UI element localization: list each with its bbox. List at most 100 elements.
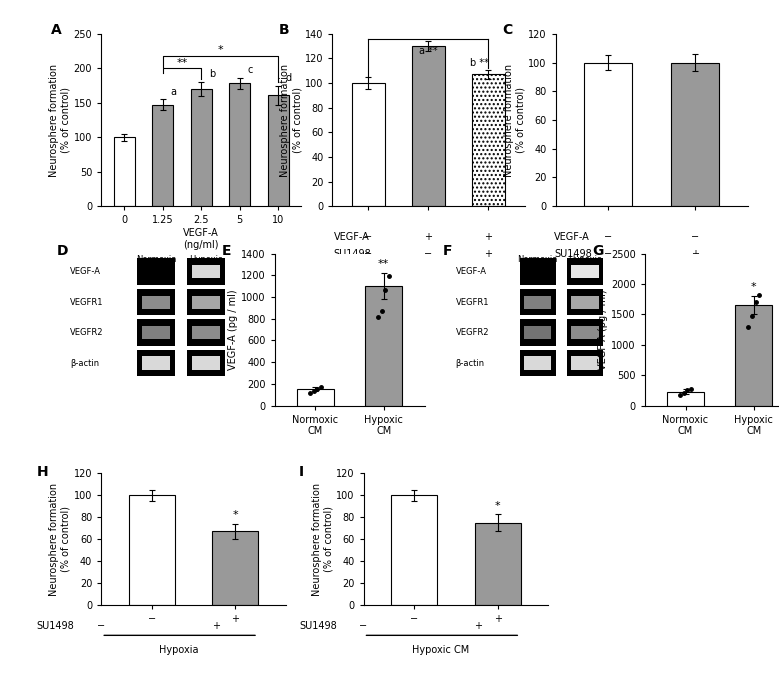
Text: VEGF-A: VEGF-A	[333, 232, 369, 242]
Text: *: *	[233, 510, 238, 521]
Bar	[735, 306, 773, 406]
Text: E: E	[222, 245, 231, 258]
Bar	[192, 326, 220, 339]
Text: VEGF-A: VEGF-A	[554, 232, 590, 242]
Text: β-actin: β-actin	[70, 358, 99, 368]
Text: SU1498: SU1498	[37, 621, 75, 631]
Text: −: −	[425, 249, 432, 260]
Text: +: +	[212, 621, 220, 631]
Bar	[520, 289, 556, 316]
Bar	[365, 286, 403, 406]
Text: Hypoxia: Hypoxia	[189, 255, 223, 264]
Bar	[152, 105, 174, 206]
Text: β-actin: β-actin	[456, 358, 485, 368]
Text: *: *	[751, 283, 756, 293]
Bar	[297, 389, 334, 406]
Bar	[129, 495, 174, 605]
Bar	[352, 83, 385, 206]
Bar	[524, 356, 552, 370]
Bar	[137, 258, 175, 285]
Bar	[584, 63, 632, 206]
Bar	[192, 295, 220, 309]
Text: VEGFR1: VEGFR1	[70, 297, 104, 307]
Text: −: −	[365, 232, 372, 242]
Text: B: B	[279, 24, 289, 37]
Bar	[267, 95, 289, 206]
Bar	[520, 349, 556, 377]
Y-axis label: Neurosphere formation
(% of control): Neurosphere formation (% of control)	[312, 483, 333, 596]
Bar	[137, 319, 175, 346]
Y-axis label: Neurosphere formation
(% of control): Neurosphere formation (% of control)	[504, 64, 525, 176]
Text: I: I	[299, 465, 304, 479]
Text: G: G	[592, 245, 604, 258]
Bar	[187, 289, 225, 316]
Text: −: −	[692, 232, 700, 242]
Text: −: −	[359, 621, 368, 631]
Bar	[567, 289, 603, 316]
Bar	[187, 319, 225, 346]
Text: c: c	[248, 65, 253, 75]
Y-axis label: VEGF-A (pg / ml): VEGF-A (pg / ml)	[228, 289, 238, 370]
Text: H: H	[37, 465, 48, 479]
Text: VEGF-A: VEGF-A	[70, 267, 101, 276]
Bar	[524, 295, 552, 309]
Text: D: D	[57, 245, 69, 258]
Bar	[391, 495, 437, 605]
Text: *: *	[495, 500, 500, 510]
Text: VEGF-A: VEGF-A	[456, 267, 487, 276]
Bar	[520, 258, 556, 285]
Text: A: A	[51, 24, 62, 37]
Bar	[192, 356, 220, 370]
Bar	[567, 349, 603, 377]
Bar	[229, 83, 250, 206]
Text: +: +	[692, 249, 700, 260]
Text: *: *	[217, 45, 224, 55]
Text: a: a	[171, 87, 177, 97]
Text: +: +	[474, 621, 482, 631]
Text: d: d	[286, 73, 292, 82]
Text: **: **	[378, 259, 390, 269]
Text: b: b	[209, 70, 215, 79]
Text: Normoxia: Normoxia	[517, 255, 558, 264]
Bar	[412, 46, 445, 206]
Bar	[567, 258, 603, 285]
Bar	[114, 137, 135, 206]
Y-axis label: Neurosphere formation
(% of control): Neurosphere formation (% of control)	[49, 64, 71, 176]
Bar	[213, 531, 259, 605]
Text: −: −	[365, 249, 372, 260]
Text: −: −	[604, 232, 612, 242]
Bar	[524, 326, 552, 339]
Text: **: **	[176, 57, 188, 68]
Text: SU1498: SU1498	[299, 621, 337, 631]
Text: Hypoxic CM: Hypoxic CM	[412, 645, 470, 654]
Y-axis label: Neurosphere formation
(% of control): Neurosphere formation (% of control)	[280, 64, 302, 176]
Bar	[520, 319, 556, 346]
Bar	[572, 326, 599, 339]
Bar	[192, 265, 220, 279]
Bar	[142, 326, 171, 339]
Bar	[142, 295, 171, 309]
Text: VEGFR2: VEGFR2	[70, 328, 104, 337]
Text: −: −	[604, 249, 612, 260]
Text: a **: a **	[419, 46, 438, 56]
Y-axis label: VEGF-A (pg / ml): VEGF-A (pg / ml)	[598, 289, 608, 370]
Bar	[572, 265, 599, 279]
Bar	[137, 349, 175, 377]
Text: b **: b **	[470, 58, 488, 68]
Text: Hypoxia: Hypoxia	[568, 255, 602, 264]
X-axis label: VEGF-A
(ng/ml): VEGF-A (ng/ml)	[183, 228, 219, 249]
Text: +: +	[485, 249, 492, 260]
Text: SU1498: SU1498	[554, 249, 592, 260]
Bar	[667, 391, 704, 406]
Bar	[137, 289, 175, 316]
Bar	[572, 295, 599, 309]
Bar	[191, 89, 212, 206]
Bar	[142, 356, 171, 370]
Text: C: C	[502, 24, 512, 37]
Text: SU1498: SU1498	[333, 249, 372, 260]
Text: +: +	[485, 232, 492, 242]
Bar	[472, 74, 505, 206]
Text: VEGFR2: VEGFR2	[456, 328, 489, 337]
Bar	[187, 258, 225, 285]
Text: F: F	[443, 245, 453, 258]
